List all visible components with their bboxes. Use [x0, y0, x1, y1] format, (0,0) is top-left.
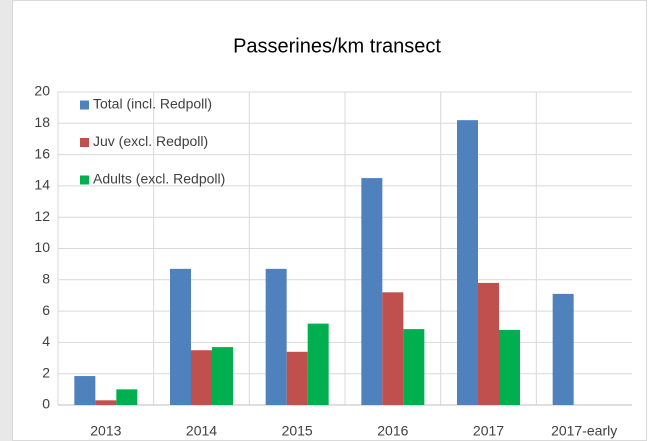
side-strip — [0, 0, 12, 441]
y-tick-label: 4 — [42, 333, 50, 349]
y-tick-label: 6 — [42, 302, 50, 318]
y-tick-label: 16 — [34, 145, 50, 161]
legend-label: Total (incl. Redpoll) — [93, 96, 212, 112]
legend-label: Adults (excl. Redpoll) — [93, 171, 225, 187]
chart-title: Passerines/km transect — [233, 35, 441, 57]
x-tick-label: 2015 — [282, 423, 313, 439]
bar — [499, 329, 520, 405]
bar — [191, 350, 212, 405]
y-tick-label: 18 — [34, 114, 50, 130]
x-tick-label: 2017-early — [551, 423, 617, 439]
bar — [286, 351, 308, 405]
bar — [552, 293, 574, 405]
y-tick-label: 12 — [34, 208, 50, 224]
y-tick-label: 14 — [34, 177, 50, 193]
x-tick-label: 2014 — [186, 423, 217, 439]
y-tick-label: 20 — [34, 83, 50, 99]
bar — [74, 376, 96, 405]
bar — [170, 268, 191, 405]
bar — [212, 347, 233, 405]
y-tick-label: 10 — [34, 239, 50, 255]
bar — [457, 120, 478, 406]
x-tick-label: 2016 — [377, 423, 408, 439]
legend-swatch — [80, 175, 89, 185]
legend-label: Juv (excl. Redpoll) — [93, 133, 208, 149]
bar — [307, 323, 329, 405]
y-tick-label: 0 — [42, 396, 50, 412]
bar — [403, 329, 425, 405]
chart-frame — [12, 0, 647, 441]
bar — [478, 282, 499, 405]
y-tick-label: 8 — [42, 271, 50, 287]
bar — [265, 268, 287, 405]
bar — [382, 292, 404, 405]
bar — [116, 389, 138, 405]
bar — [361, 178, 383, 405]
y-tick-label: 2 — [42, 364, 50, 380]
x-tick-label: 2013 — [90, 423, 121, 439]
x-tick-label: 2017 — [473, 423, 504, 439]
bar — [95, 400, 117, 405]
legend-swatch — [80, 138, 89, 147]
legend-swatch — [80, 100, 89, 110]
